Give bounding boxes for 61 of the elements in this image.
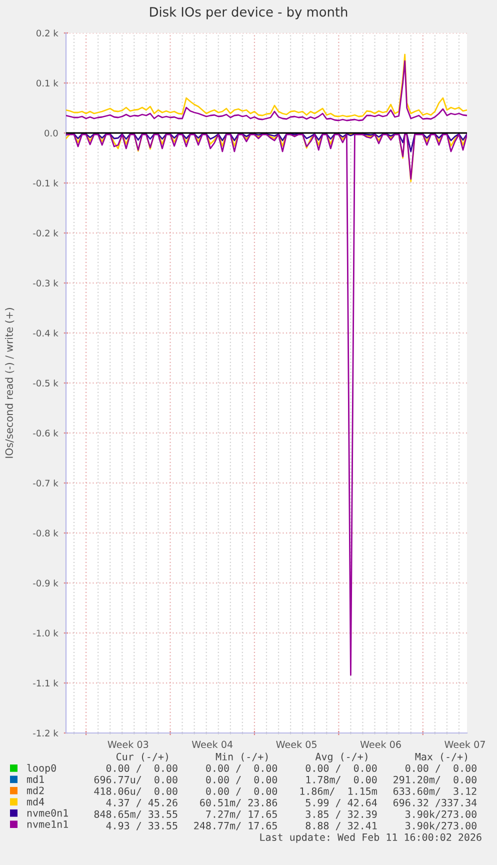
- text: 0.00 / 0.00: [106, 764, 178, 773]
- y-tick-label: -0.7 k: [33, 480, 58, 487]
- x-tick-label: Week 06: [360, 740, 401, 748]
- y-tick-label: -0.6 k: [33, 430, 58, 437]
- legend-label: loop0: [27, 764, 56, 774]
- y-tick-label: -0.4 k: [33, 330, 58, 337]
- text: Last update: Wed Feb 11 16:00:02 2026: [260, 833, 482, 843]
- text: 291.20m/ 0.00: [394, 776, 476, 784]
- x-tick-label: Week 03: [108, 740, 148, 748]
- text: 0.00 / 0.00: [206, 787, 278, 796]
- text: 3.90k/273.00: [406, 822, 476, 830]
- y-tick-label: -1.1 k: [33, 680, 58, 686]
- text: Max (-/+): [415, 752, 468, 762]
- text: 3.85 / 32.39: [306, 810, 377, 819]
- text: 4.37 / 45.26: [106, 798, 178, 808]
- text: 7.27m/ 17.65: [206, 810, 277, 819]
- text: Min (-/+): [216, 752, 268, 762]
- text: 5.99 / 42.64: [306, 798, 377, 808]
- text: 0.00 / 0.00: [406, 764, 476, 773]
- text: 60.51m/ 23.86: [200, 798, 278, 808]
- text: Cur (-/+): [116, 752, 168, 762]
- text: 1.86m/ 1.15m: [300, 787, 377, 796]
- y-tick-label: -0.3 k: [33, 280, 58, 287]
- text: Avg (-/+): [315, 752, 368, 762]
- text: 8.88 / 32.41: [306, 822, 377, 830]
- text: 4.93 / 33.55: [106, 822, 178, 830]
- y-tick-label: 0.0: [44, 130, 58, 137]
- y-tick-label: 0.2 k: [36, 30, 58, 37]
- legend-label: nvme1n1: [27, 820, 68, 828]
- x-tick-label: Week 04: [192, 740, 233, 748]
- text: 696.77u/ 0.00: [94, 776, 178, 784]
- x-tick-label: Week 07: [444, 740, 485, 748]
- y-axis-title: IOs/second read (-) / write (+): [5, 308, 14, 458]
- text: 0.00 / 0.00: [306, 764, 377, 773]
- y-tick-label: -0.8 k: [33, 530, 58, 537]
- x-tick-label: Week 05: [276, 740, 316, 748]
- legend-label: md2: [27, 786, 44, 794]
- y-tick-label: -1.0 k: [33, 630, 58, 637]
- text: 848.65m/ 33.55: [94, 810, 178, 819]
- text: 3.90k/273.00: [406, 810, 476, 819]
- y-tick-label: 0.1 k: [36, 80, 58, 87]
- text: 248.77m/ 17.65: [194, 822, 277, 830]
- text: 0.00 / 0.00: [206, 776, 278, 784]
- line-series: [66, 133, 467, 152]
- text: 633.60m/ 3.12: [393, 787, 476, 796]
- line-series: [66, 60, 467, 122]
- y-tick-label: -0.1 k: [33, 180, 58, 187]
- legend-label: md4: [27, 798, 44, 806]
- y-tick-label: -0.2 k: [33, 230, 58, 237]
- y-tick-label: -1.2 k: [33, 730, 58, 736]
- y-tick-label: -0.5 k: [33, 380, 58, 387]
- y-tick-label: -0.9 k: [33, 580, 58, 587]
- text: 418.06u/ 0.00: [94, 787, 178, 796]
- text: 0.00 / 0.00: [206, 764, 278, 773]
- chart-title: Disk IOs per device - by month: [150, 6, 348, 20]
- text: 1.78m/ 0.00: [306, 776, 377, 784]
- line-series: [66, 134, 467, 676]
- line-series: [66, 54, 467, 118]
- text: 696.32 /337.34: [393, 798, 477, 808]
- legend-label: nvme0n1: [27, 809, 68, 817]
- legend-label: md1: [27, 775, 44, 784]
